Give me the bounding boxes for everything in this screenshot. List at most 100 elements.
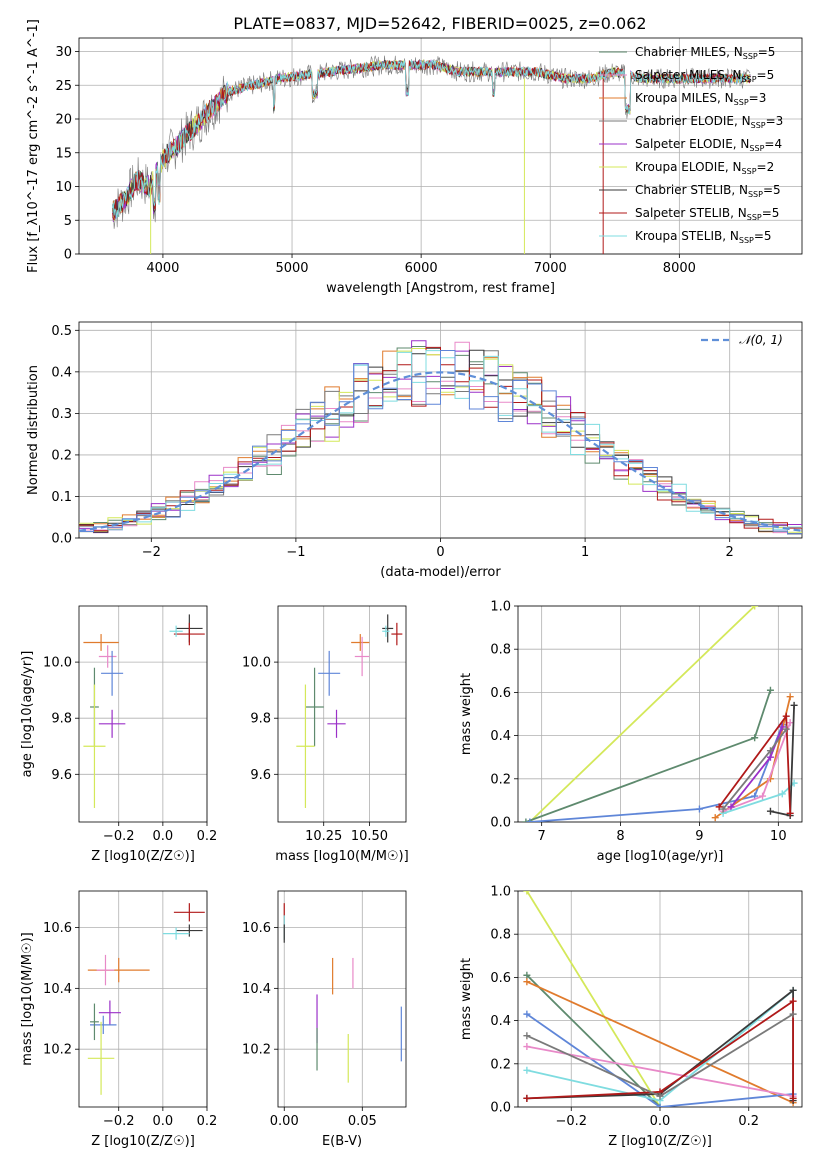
figure-title: PLATE=0837, MJD=52642, FIBERID=0025, z=0…: [233, 14, 646, 33]
y-tick-label: 5: [64, 214, 72, 229]
legend-entry: Kroupa MILES, NSSP=3: [635, 91, 766, 107]
plot-area: [523, 891, 797, 1107]
y-tick-label: 0.4: [51, 365, 72, 380]
axes-frame: [78, 321, 803, 539]
weight-series-3: [526, 980, 794, 1104]
legend-suffix: =4: [764, 137, 782, 151]
y-tick-label: 10.2: [242, 1043, 271, 1058]
weight-marker: [789, 986, 797, 994]
y-tick-label: 0.2: [490, 1057, 511, 1072]
x-tick-label: 5000: [275, 261, 308, 276]
panel-weight_vs_Z: −0.2 0.0 0.2 0.0 0.2 0.4 0.6 0.8 1.0 Z [log10(Z/Z…: [459, 885, 803, 1149]
x-axis-label: E(B-V): [322, 1134, 362, 1149]
x-tick-label: 0.2: [197, 829, 218, 844]
weight-marker: [715, 803, 723, 811]
x-tick-label: 8000: [663, 261, 696, 276]
x-axis-label: (data-model)/error: [380, 565, 501, 580]
weight-series-4: [526, 1013, 794, 1107]
weight-marker: [656, 1092, 664, 1100]
y-axis-label: mass weight: [459, 958, 474, 1040]
y-tick-label: 0.8: [490, 643, 511, 658]
x-tick-label: −0.2: [103, 829, 135, 844]
y-axis-label: mass weight: [459, 673, 474, 755]
legend-entry: Chabrier MILES, NSSP=5: [635, 45, 775, 61]
weight-series-8: [526, 999, 794, 1100]
x-tick-label: 0.0: [650, 1114, 671, 1129]
y-tick-label: 0.6: [490, 686, 511, 701]
weight-marker: [656, 1103, 664, 1107]
weight-marker: [751, 734, 759, 742]
legend-suffix: =3: [749, 91, 767, 105]
legend-subscript: SSP: [748, 190, 763, 199]
x-tick-label: −0.2: [555, 1114, 587, 1129]
x-tick-label: 0.0: [153, 829, 174, 844]
axes-frame: [277, 890, 407, 1108]
weight-marker: [711, 814, 719, 822]
x-axis-label: Z [log10(Z/Z☉)]: [91, 1134, 195, 1149]
y-tick-label: 0.0: [51, 532, 72, 547]
y-tick-label: 1.0: [490, 600, 511, 615]
y-tick-label: 10.4: [242, 982, 271, 997]
panel-spectrum: 4000 5000 6000 7000 8000 0 5 10 15 20 25 30 waveleng…: [26, 19, 803, 296]
weight-marker: [695, 805, 703, 813]
x-tick-label: 0.0: [153, 1114, 174, 1129]
panel-age_vs_mass: 10.25 10.50 9.6 9.8 10.0 mass [log10(M/M☉)]: [242, 605, 409, 864]
panel-weight_vs_age: 7 8 9 10 0.0 0.2 0.4 0.6 0.8 1.0 age [log10(age/yr…: [459, 600, 803, 864]
weight-marker: [751, 606, 759, 610]
x-tick-label: −1: [286, 545, 305, 560]
legend-entry: Salpeter ELODIE, NSSP=4: [635, 137, 782, 153]
weight-marker: [786, 693, 794, 701]
legend-entry: Kroupa ELODIE, NSSP=2: [635, 160, 774, 176]
x-axis-label: age [log10(age/yr)]: [597, 849, 724, 864]
weight-marker: [766, 753, 774, 761]
legend-subscript: SSP: [749, 144, 764, 153]
weight-marker: [766, 686, 774, 694]
y-axis-label: mass [log10(M/M☉)]: [20, 932, 35, 1065]
panel-age_vs_Z: −0.2 0.0 0.2 9.6 9.8 10.0 Z [log10(Z/Z☉)] age […: [20, 605, 218, 864]
weight-marker: [522, 818, 530, 822]
axes-frame: [78, 37, 803, 255]
legend-suffix: =5: [763, 183, 781, 197]
legend-suffix: =2: [757, 160, 775, 174]
x-axis-label: Z [log10(Z/Z☉)]: [608, 1134, 712, 1149]
weight-marker: [790, 701, 798, 709]
legend-suffix: =5: [754, 229, 772, 243]
x-tick-label: 0.2: [197, 1114, 218, 1129]
weight-marker: [789, 997, 797, 1005]
y-tick-label: 10.6: [242, 921, 271, 936]
x-tick-label: −2: [142, 545, 161, 560]
legend-subscript: SSP: [734, 98, 749, 107]
weight-marker: [766, 807, 774, 815]
weight-marker: [523, 1032, 531, 1040]
plot-area: [112, 55, 751, 254]
y-axis-label: Flux [f_λ10^-17 erg cm^-2 s^-1 A^-1]: [26, 19, 41, 273]
y-tick-label: 9.6: [51, 768, 72, 783]
x-tick-label: 6000: [405, 261, 438, 276]
plot-area: [522, 606, 798, 822]
spectrum-series-9: [112, 59, 751, 219]
panel-residual_hist: −2 −1 0 1 2 0.0 0.1 0.2 0.3 0.4 0.5 (data-model)/er…: [26, 321, 803, 580]
y-tick-label: 10.0: [43, 656, 72, 671]
weight-marker: [526, 818, 534, 822]
weight-marker: [782, 712, 790, 720]
y-tick-label: 0.0: [490, 1101, 511, 1116]
legend-entry: Kroupa STELIB, NSSP=5: [635, 229, 772, 245]
y-tick-label: 9.6: [250, 768, 271, 783]
x-axis-label: wavelength [Angstrom, rest frame]: [326, 281, 555, 296]
panel-mass_vs_ebv: 0.00 0.05 10.2 10.4 10.6 E(B-V): [242, 890, 407, 1149]
y-tick-label: 0.3: [51, 407, 72, 422]
y-tick-label: 0.6: [490, 971, 511, 986]
y-tick-label: 0.8: [490, 928, 511, 943]
y-tick-label: 1.0: [490, 885, 511, 900]
legend-subscript: SSP: [742, 167, 757, 176]
weight-series-1: [529, 606, 756, 822]
y-tick-label: 0: [64, 248, 72, 263]
weight-marker: [727, 803, 735, 811]
y-tick-label: 25: [55, 79, 72, 94]
weight-marker: [523, 1010, 531, 1018]
weight-marker: [778, 790, 786, 798]
x-tick-label: 9: [695, 829, 703, 844]
x-tick-label: 10.25: [305, 829, 342, 844]
plot-area: [79, 340, 802, 535]
